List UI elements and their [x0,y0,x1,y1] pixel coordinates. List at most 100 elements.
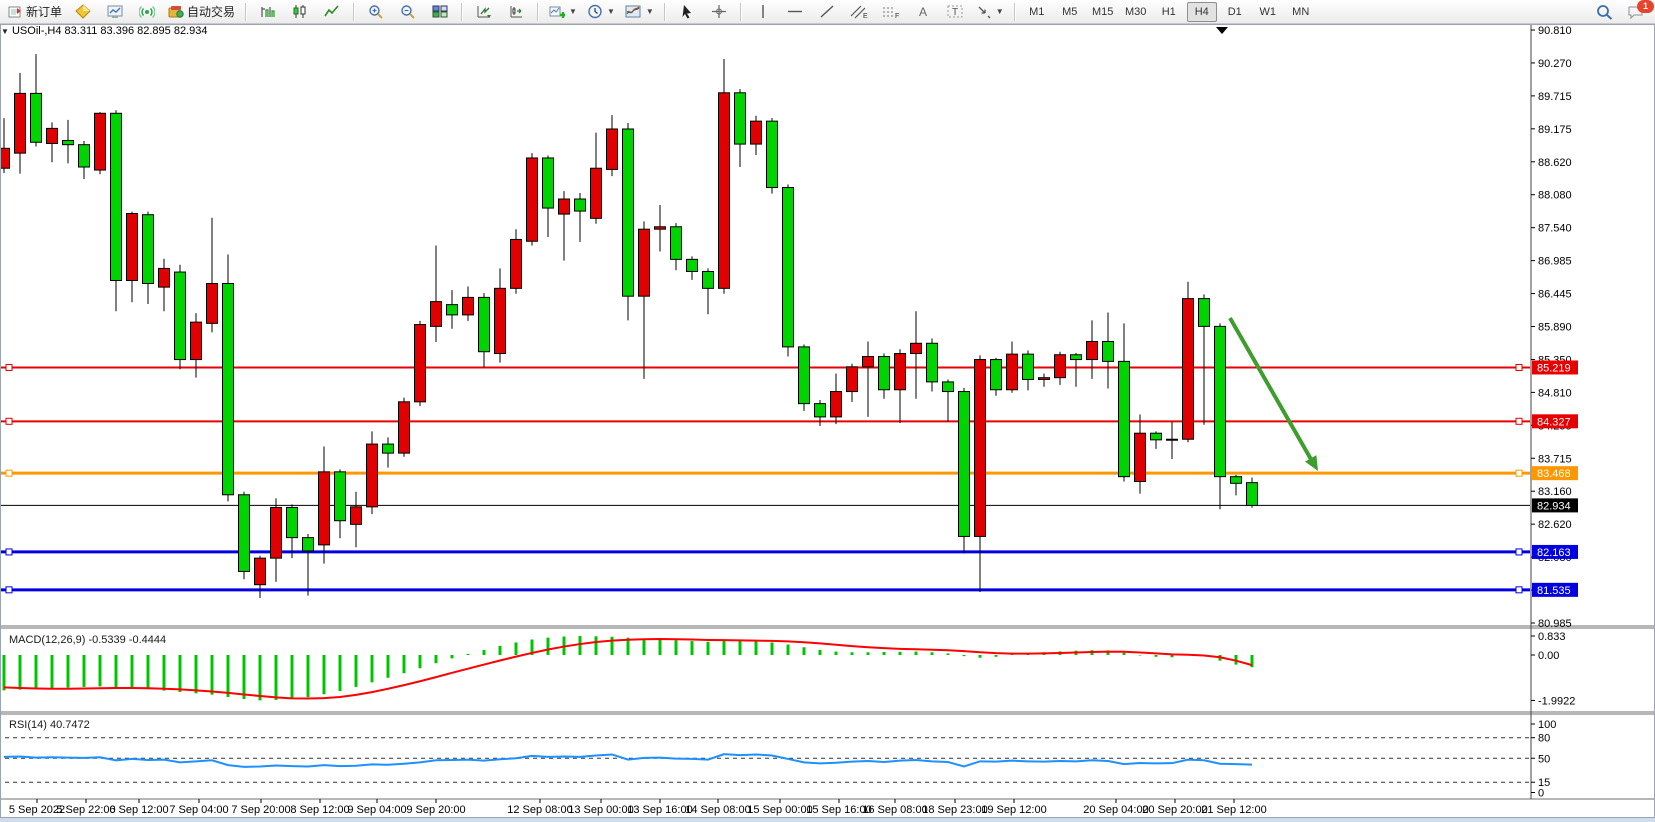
price-tick-label: 84.810 [1538,387,1572,399]
auto-trading-button[interactable]: 自动交易 [164,1,239,23]
candle-body [686,258,698,272]
auto-scroll-button[interactable] [469,1,499,23]
candle-body [302,537,314,552]
line-chart-button[interactable] [317,1,347,23]
price-tick-label: 82.620 [1538,519,1572,531]
line-anchor-handle[interactable] [1515,417,1523,425]
date-label: 14 Sep 08:00 [685,804,750,816]
chart-shift-button[interactable] [501,1,531,23]
candle-body [942,381,954,393]
candle-body [222,283,234,496]
timeframe-button-mn[interactable]: MN [1292,5,1310,18]
new-order-button[interactable]: 新订单 [4,1,66,23]
candlestick-chart-button[interactable] [285,1,315,23]
candle-body [558,198,570,215]
horizontal-line-tool[interactable] [780,1,810,23]
price-tag-text: 82.934 [1537,500,1571,512]
line-anchor-handle[interactable] [1515,469,1523,477]
clock-icon [587,4,603,19]
date-label: 15 Sep 00:00 [747,804,812,816]
indicators-icon [549,4,566,19]
line-anchor-handle[interactable] [5,548,13,556]
candle-body [590,167,602,219]
tile-windows-button[interactable] [425,1,455,23]
timeframe-button-m30[interactable]: M30 [1125,5,1147,18]
candle-body [62,139,74,146]
templates-button[interactable]: ▼ [621,1,658,23]
price-tick-label: 88.080 [1538,190,1572,202]
candle-body [270,506,282,559]
line-anchor-handle[interactable] [1515,548,1523,556]
periods-button[interactable]: ▼ [583,1,619,23]
fibonacci-tool[interactable]: F [876,1,906,23]
timeframe-button-m1[interactable]: M1 [1029,5,1045,18]
cursor-button[interactable] [672,1,702,23]
symbol-dropdown-icon[interactable]: ▼ [1,27,9,36]
trendline-icon [819,4,835,19]
date-label: 13 Sep 00:00 [568,804,633,816]
candle-body [350,506,362,525]
timeframe-button-w1[interactable]: W1 [1259,5,1276,18]
timeframe-button-h4[interactable]: H4 [1186,1,1217,22]
trend-arrow-head[interactable] [1305,455,1318,471]
price-chart[interactable]: 90.810 90.270 89.715 89.175 88.620 88.080 87.5… [1,25,1654,817]
chart-window-button[interactable] [100,1,130,23]
timeframe-button-h1[interactable]: H1 [1161,5,1176,18]
rsi-axis-label: 80 [1538,733,1550,745]
bar-chart-button[interactable] [253,1,283,23]
search-icon [1596,4,1613,20]
price-tick-label: 87.540 [1538,223,1572,235]
line-anchor-handle[interactable] [5,417,13,425]
timeframe-button-d1[interactable]: D1 [1227,5,1242,18]
line-anchor-handle[interactable] [1515,363,1523,371]
svg-text:E: E [863,13,868,19]
timeframe-button-m5[interactable]: M5 [1062,5,1078,18]
line-anchor-handle[interactable] [1515,586,1523,594]
price-tag-82.934 [1532,498,1578,513]
symbol-title-text: USOil-,H4 83.311 83.396 82.895 82.934 [11,25,208,37]
price-tick-label: 85.890 [1538,321,1572,333]
line-anchor-handle[interactable] [5,586,13,594]
main-toolbar: 新订单 自动交易 [0,0,1655,24]
text-tool[interactable]: A [908,1,938,23]
line-anchor-handle[interactable] [5,469,13,477]
date-label: 5 Sep 2022 [9,804,65,816]
vertical-line-tool[interactable] [748,1,778,23]
signal-button[interactable] [132,1,162,23]
notifications-button[interactable]: 1 [1621,0,1654,23]
date-label: 13 Sep 16:00 [627,804,692,816]
crosshair-button[interactable] [704,1,734,23]
zoom-out-button[interactable] [393,1,423,23]
candle-body [494,287,506,355]
symbol-title[interactable]: ▼ USOil-,H4 83.311 83.396 82.895 82.934 [1,25,207,37]
candle-body [158,267,170,288]
date-label: 15 Sep 16:00 [806,804,871,816]
arrows-tool[interactable]: ▼ [972,1,1008,23]
vertical-line-icon [757,4,769,19]
candle-body [702,270,714,289]
date-label: 20 Sep 04:00 [1083,804,1148,816]
channel-tool[interactable]: E [844,1,874,23]
chart-shift-marker[interactable] [1216,27,1228,34]
timeframe-button-m15[interactable]: M15 [1092,5,1114,18]
date-label: 6 Sep 12:00 [109,804,168,816]
symbols-button[interactable] [68,1,98,23]
trendline-tool[interactable] [812,1,842,23]
candle-body [398,401,410,454]
price-tick-label: 83.160 [1538,486,1572,498]
text-label-tool[interactable]: T [940,1,970,23]
candle-body [206,283,218,324]
trend-arrow-line[interactable] [1228,317,1314,462]
candle-body [190,321,202,361]
zoom-in-button[interactable] [361,1,391,23]
candle-body [734,92,746,145]
dropdown-arrow-icon: ▼ [606,7,615,16]
candle-body [1246,482,1258,506]
search-button[interactable] [1589,1,1619,23]
line-anchor-handle[interactable] [5,363,13,371]
rsi-indicator-label: RSI(14) 40.7472 [9,719,90,731]
candle-body [1038,377,1050,380]
indicators-button[interactable]: ▼ [545,1,581,23]
notification-badge: 1 [1637,0,1654,13]
